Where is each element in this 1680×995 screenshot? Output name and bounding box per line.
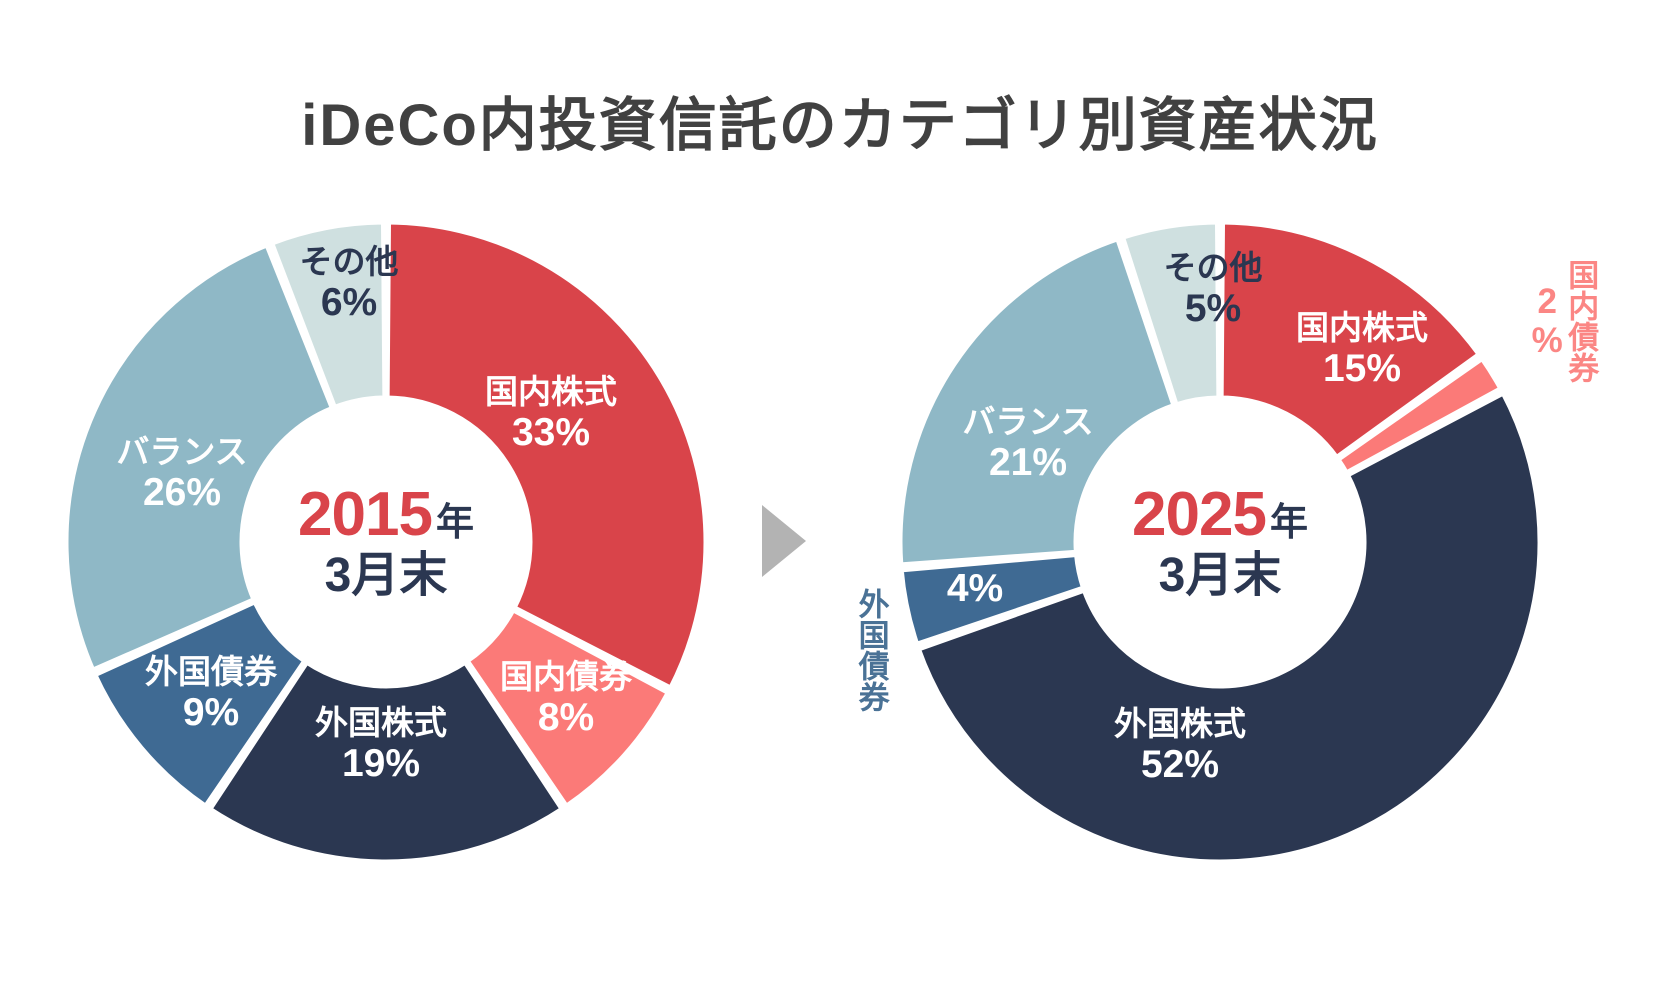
donut-svg-2025 — [897, 219, 1543, 865]
donut-chart-2025: 2025 年 3月末 国内株式 15% 国内債券 2% 外国株式 52% 外国債… — [854, 219, 1598, 865]
donut-hole-2015 — [242, 398, 530, 686]
donut-svg-2015 — [63, 219, 709, 865]
donut-slice-other-2025[interactable] — [1119, 219, 1222, 408]
donut-hole-2025 — [1076, 398, 1364, 686]
donut-chart-2015: 2015 年 3月末 国内株式 33% 国内債券 8% 外国株式 19% 外国債… — [63, 219, 709, 865]
page-title: iDeCo内投資信託のカテゴリ別資産状況 — [301, 93, 1379, 158]
slice-label-foreign-bond-2025: 外国債券 — [853, 588, 889, 712]
right-triangle-arrow-icon — [762, 505, 806, 577]
